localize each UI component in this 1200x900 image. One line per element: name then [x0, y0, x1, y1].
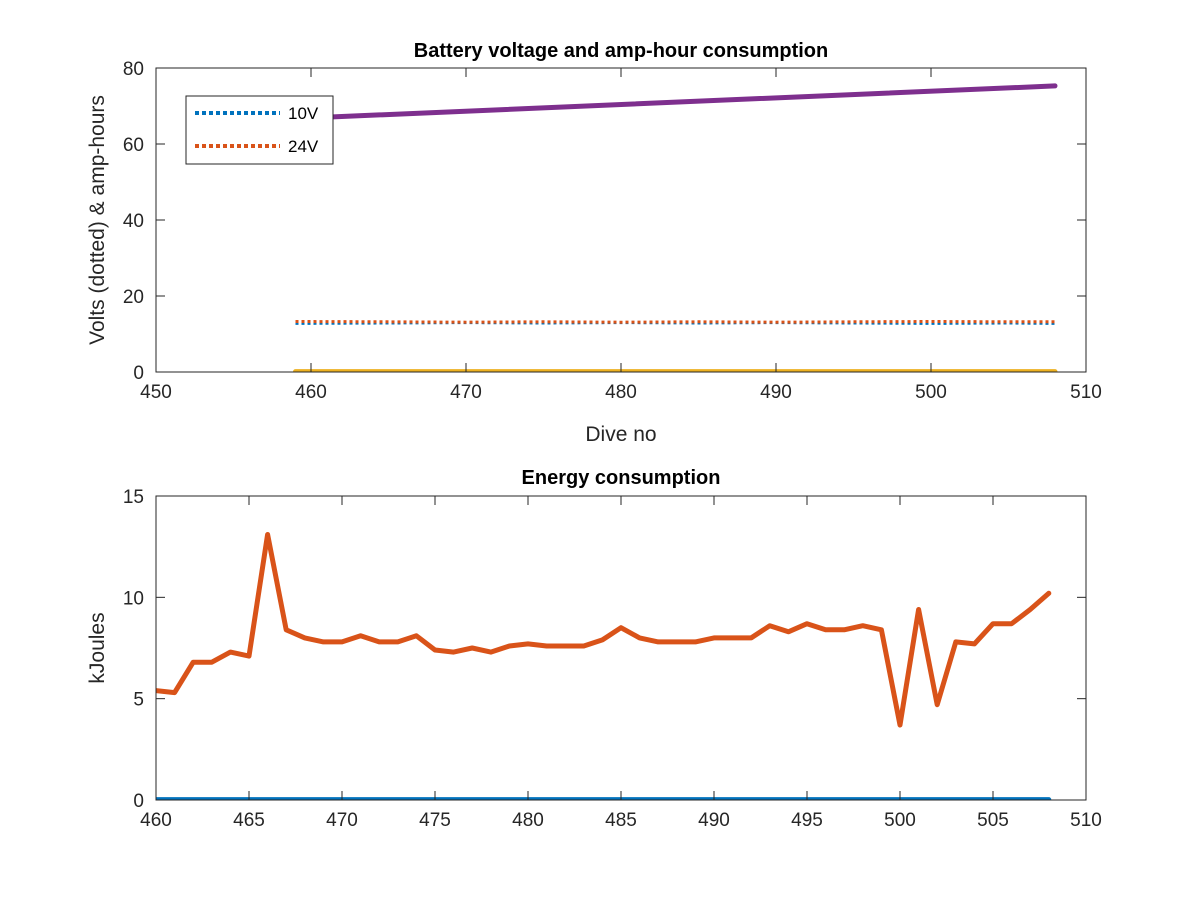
y-tick-label: 60	[123, 135, 144, 156]
x-tick-label: 460	[140, 810, 172, 831]
x-tick-label: 490	[760, 382, 792, 403]
y-axis-label-top: Volts (dotted) & amp-hours	[86, 95, 109, 345]
x-tick-label: 480	[605, 382, 637, 403]
y-axis-label-bottom: kJoules	[86, 612, 109, 683]
x-tick-label: 495	[791, 810, 823, 831]
chart-title-bottom: Energy consumption	[522, 467, 721, 489]
y-tick-label: 0	[133, 363, 144, 384]
legend-label-24v: 24V	[288, 137, 319, 156]
series-line-1	[156, 532, 1052, 728]
legend: 10V 24V	[185, 95, 334, 165]
legend-label-10v: 10V	[288, 104, 319, 123]
y-tick-label: 40	[123, 211, 144, 232]
x-tick-label: 505	[977, 810, 1009, 831]
x-tick-label: 465	[233, 810, 265, 831]
y-tick-label: 20	[123, 287, 144, 308]
chart-energy-consumption: 460 465 470 475 480 485 490 495 500 505 510051015 …	[86, 467, 1102, 831]
x-tick-label: 500	[915, 382, 947, 403]
series-line-4	[293, 83, 1058, 121]
x-tick-label: 480	[512, 810, 544, 831]
x-axis-label-top: Dive no	[585, 423, 656, 446]
chart-battery-voltage: 450 460 470 480 490 500 510 0 20 40 60 80 Battery v…	[86, 40, 1102, 446]
x-tick-label: 490	[698, 810, 730, 831]
y-tick-label: 15	[123, 487, 144, 508]
plot-area-bottom	[156, 496, 1086, 800]
legend-box	[185, 95, 334, 165]
series-line-24v	[295, 320, 1055, 324]
y-tick-label: 5	[133, 690, 144, 711]
x-tick-label: 460	[295, 382, 327, 403]
chart-title-top: Battery voltage and amp-hour consumption	[414, 40, 828, 62]
y-tick-label: 10	[123, 588, 144, 609]
x-tick-label: 500	[884, 810, 916, 831]
x-tick-label: 485	[605, 810, 637, 831]
x-tick-label: 470	[450, 382, 482, 403]
x-tick-label: 475	[419, 810, 451, 831]
y-tick-label: 0	[133, 791, 144, 812]
x-tick-label: 450	[140, 382, 172, 403]
x-tick-label: 510	[1070, 382, 1102, 403]
x-tick-label: 510	[1070, 810, 1102, 831]
x-tick-label: 470	[326, 810, 358, 831]
y-tick-label: 80	[123, 59, 144, 80]
